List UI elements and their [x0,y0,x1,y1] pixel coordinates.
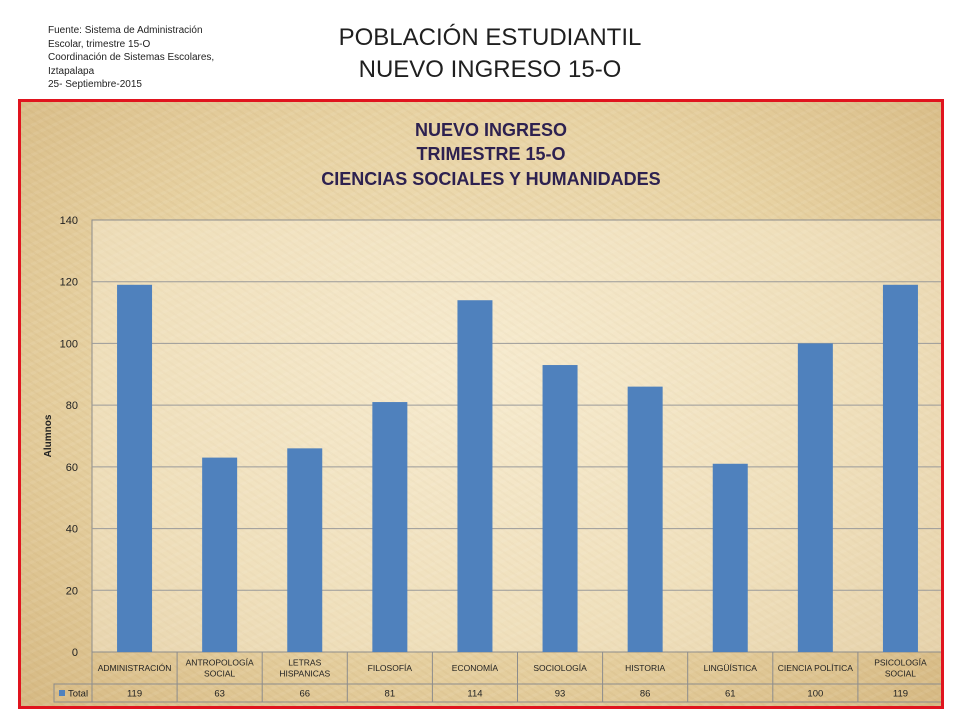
category-label: PSICOLOGÍA [874,658,927,668]
category-label: ADMINISTRACIÓN [98,663,172,673]
category-label: SOCIOLOGÍA [533,663,587,673]
table-value: 119 [893,689,908,700]
table-value: 81 [385,689,396,700]
table-value: 119 [127,689,142,700]
bar [882,284,918,652]
slide-title: POBLACIÓN ESTUDIANTIL NUEVO INGRESO 15-O [250,22,730,86]
chart-title-line: TRIMESTRE 15-O [416,144,565,164]
legend-key [59,690,65,696]
bar [542,365,578,652]
table-value: 100 [807,689,823,700]
bar [202,457,238,652]
table-value: 66 [299,689,310,700]
y-tick-label: 40 [66,524,78,536]
bar [287,448,323,652]
bar-chart: NUEVO INGRESO TRIMESTRE 15-O CIENCIAS SOCI… [43,120,941,703]
category-label: ANTROPOLOGÍA [186,658,254,668]
category-label: HISTORIA [625,663,665,673]
category-label: LINGÜÍSTICA [704,663,758,673]
table-value: 93 [555,689,566,700]
chart-title-line: CIENCIAS SOCIALES Y HUMANIDADES [321,169,660,189]
table-value: 63 [214,689,225,700]
source-note-line: Coordinación de Sistemas Escolares, [48,52,215,63]
table-value: 114 [467,689,482,700]
category-label: SOCIAL [204,669,235,679]
y-tick-label: 0 [72,647,78,659]
table-row-outline [53,683,941,703]
bar [372,402,408,652]
y-tick-label: 140 [60,215,78,227]
chart-frame: NUEVO INGRESO TRIMESTRE 15-O CIENCIAS SOCI… [18,99,944,709]
y-tick-label: 20 [66,585,78,597]
table-value: 86 [640,689,651,700]
bar [117,284,153,652]
slide-title-line-2: NUEVO INGRESO 15-O [358,56,622,83]
legend-label: Total [68,689,88,700]
source-note-line: Iztapalapa [48,65,95,77]
y-tick-label: 120 [60,277,78,289]
source-note-line: Escolar, trimestre 15-O [48,38,151,50]
category-label: SOCIAL [885,669,916,679]
bar [712,463,748,652]
category-label: FILOSOFÍA [368,663,413,673]
table-value: 61 [725,689,736,700]
y-tick-label: 80 [66,400,78,412]
source-note-line: 25- Septiembre-2015 [48,79,142,90]
source-note-line: Fuente: Sistema de Administración [48,25,203,36]
bar [627,386,663,652]
bar [457,300,493,652]
slide-title-line-1: POBLACIÓN ESTUDIANTIL [338,24,642,51]
y-tick-label: 60 [66,462,78,474]
bar [797,343,833,652]
source-note: Fuente: Sistema de Administración Escola… [48,24,248,92]
category-label: CIENCIA POLÍTICA [778,663,853,673]
category-label: HISPANICAS [279,669,330,679]
category-label: ECONOMÍA [452,663,499,673]
chart-title-line: NUEVO INGRESO [415,120,567,140]
category-label: LETRAS [288,658,321,668]
y-tick-label: 100 [60,338,78,350]
y-axis-title: Alumnos [43,414,54,457]
